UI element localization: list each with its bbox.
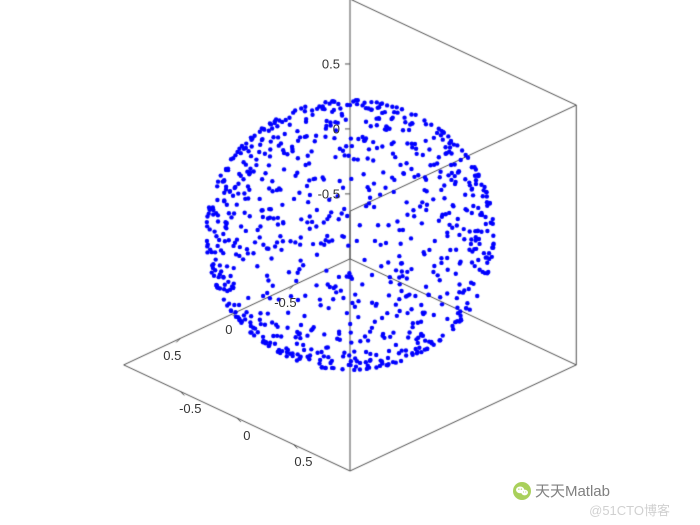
axis-tick-label: -0.5 [179, 401, 201, 416]
axis-tick-label: 0.5 [322, 56, 340, 71]
axis-tick-label: 0.5 [163, 348, 181, 363]
watermark-secondary: @51CTO博客 [589, 500, 670, 519]
watermark-primary: 天天Matlab [513, 480, 610, 501]
watermark-primary-text: 天天Matlab [535, 480, 610, 501]
axis-tick-label: 0 [225, 322, 232, 337]
axis-tick-label: 0 [243, 428, 250, 443]
wechat-icon [513, 482, 531, 500]
axis-tick-label: -0.5 [274, 295, 296, 310]
axis-tick-label: 0 [333, 121, 340, 136]
sphere-scatter-3d [0, 0, 700, 525]
axis-tick-label: -0.5 [318, 186, 340, 201]
axis-tick-label: 0.5 [294, 454, 312, 469]
